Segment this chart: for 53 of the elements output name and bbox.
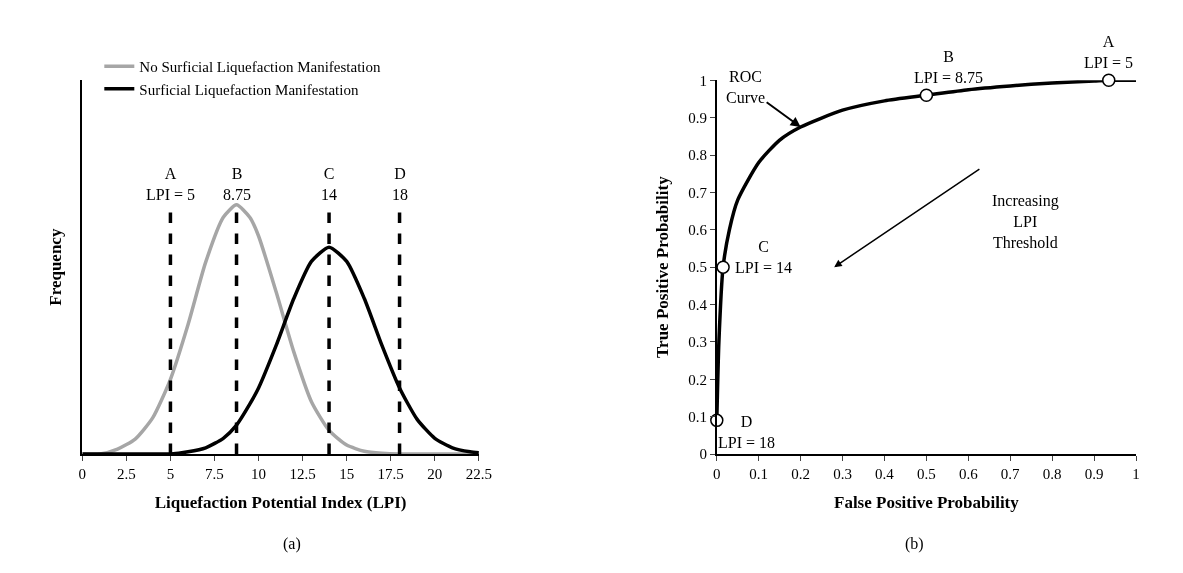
x-tick-label: 17.5 [377, 465, 404, 482]
text: (a) [283, 535, 301, 553]
legend-label: Surficial Liquefaction Manifestation [139, 81, 359, 98]
x-tick-label: 0.6 [958, 465, 979, 482]
annotation: A LPI = 5 [1084, 33, 1134, 71]
y-tick-label: 0.6 [688, 222, 708, 239]
ref-line-label: A LPI = 5 [146, 165, 196, 203]
y-tick-label: 0.8 [688, 147, 708, 164]
y-tick-label: 0.9 [688, 109, 708, 126]
y-tick-label: 0.5 [688, 259, 708, 276]
point [1102, 73, 1116, 88]
x-tick-label: 0.1 [749, 465, 769, 482]
annotation: D LPI = 18 [718, 413, 776, 451]
x-tick-label: 0.4 [875, 465, 895, 482]
x-tick-label: 0.2 [791, 465, 811, 482]
y-tick-label: 0.4 [688, 296, 708, 313]
point [716, 260, 730, 274]
x-tick-label: 0.3 [833, 465, 852, 482]
x-tick-label: 7.5 [205, 465, 224, 482]
x-axis-title: False Positive Probability [834, 492, 1020, 512]
x-tick-label: 0.7 [1000, 465, 1021, 482]
ref-line-label: D 18 [392, 165, 408, 203]
x-tick-label: 0.8 [1042, 465, 1062, 482]
y-axis-title: True Positive Probability [653, 175, 673, 358]
legend-label: No Surficial Liquefaction Manifestation [139, 59, 381, 76]
x-tick-label: 5 [166, 465, 175, 482]
x-tick-label: 12.5 [289, 465, 316, 482]
y-tick-label: 1 [699, 72, 708, 89]
y-tick-label: 0.2 [688, 371, 708, 388]
x-tick-label: 0.9 [1084, 465, 1104, 482]
annotation: C LPI = 14 [735, 238, 793, 276]
annotation: B LPI = 8.75 [914, 48, 984, 86]
x-tick-label: 15 [339, 465, 355, 482]
x-tick-label: 0.5 [917, 465, 936, 482]
y-tick-label: 0 [699, 446, 708, 463]
x-tick-label: 0 [713, 465, 721, 482]
annotation: ROC Curve [726, 68, 766, 106]
x-tick-label: 0 [78, 465, 87, 482]
annotation: Increasing LPI Threshold [992, 192, 1059, 251]
text: (b) [905, 535, 924, 553]
y-tick-label: 0.1 [688, 408, 708, 425]
y-tick-label: 0.7 [688, 184, 708, 201]
x-tick-label: 2.5 [117, 465, 136, 482]
x-tick-label: 10 [251, 465, 267, 482]
y-axis-title: Frequency [45, 228, 65, 306]
ref-line-label: B 8.75 [223, 165, 251, 203]
y-tick-label: 0.3 [688, 334, 708, 351]
ref-line-label: C 14 [321, 165, 337, 203]
point [919, 88, 934, 102]
x-tick-label: 1 [1132, 465, 1140, 482]
x-axis-title: Liquefaction Potential Index (LPI) [154, 492, 407, 512]
x-tick-label: 22.5 [465, 465, 492, 482]
x-tick-label: 20 [427, 465, 443, 482]
